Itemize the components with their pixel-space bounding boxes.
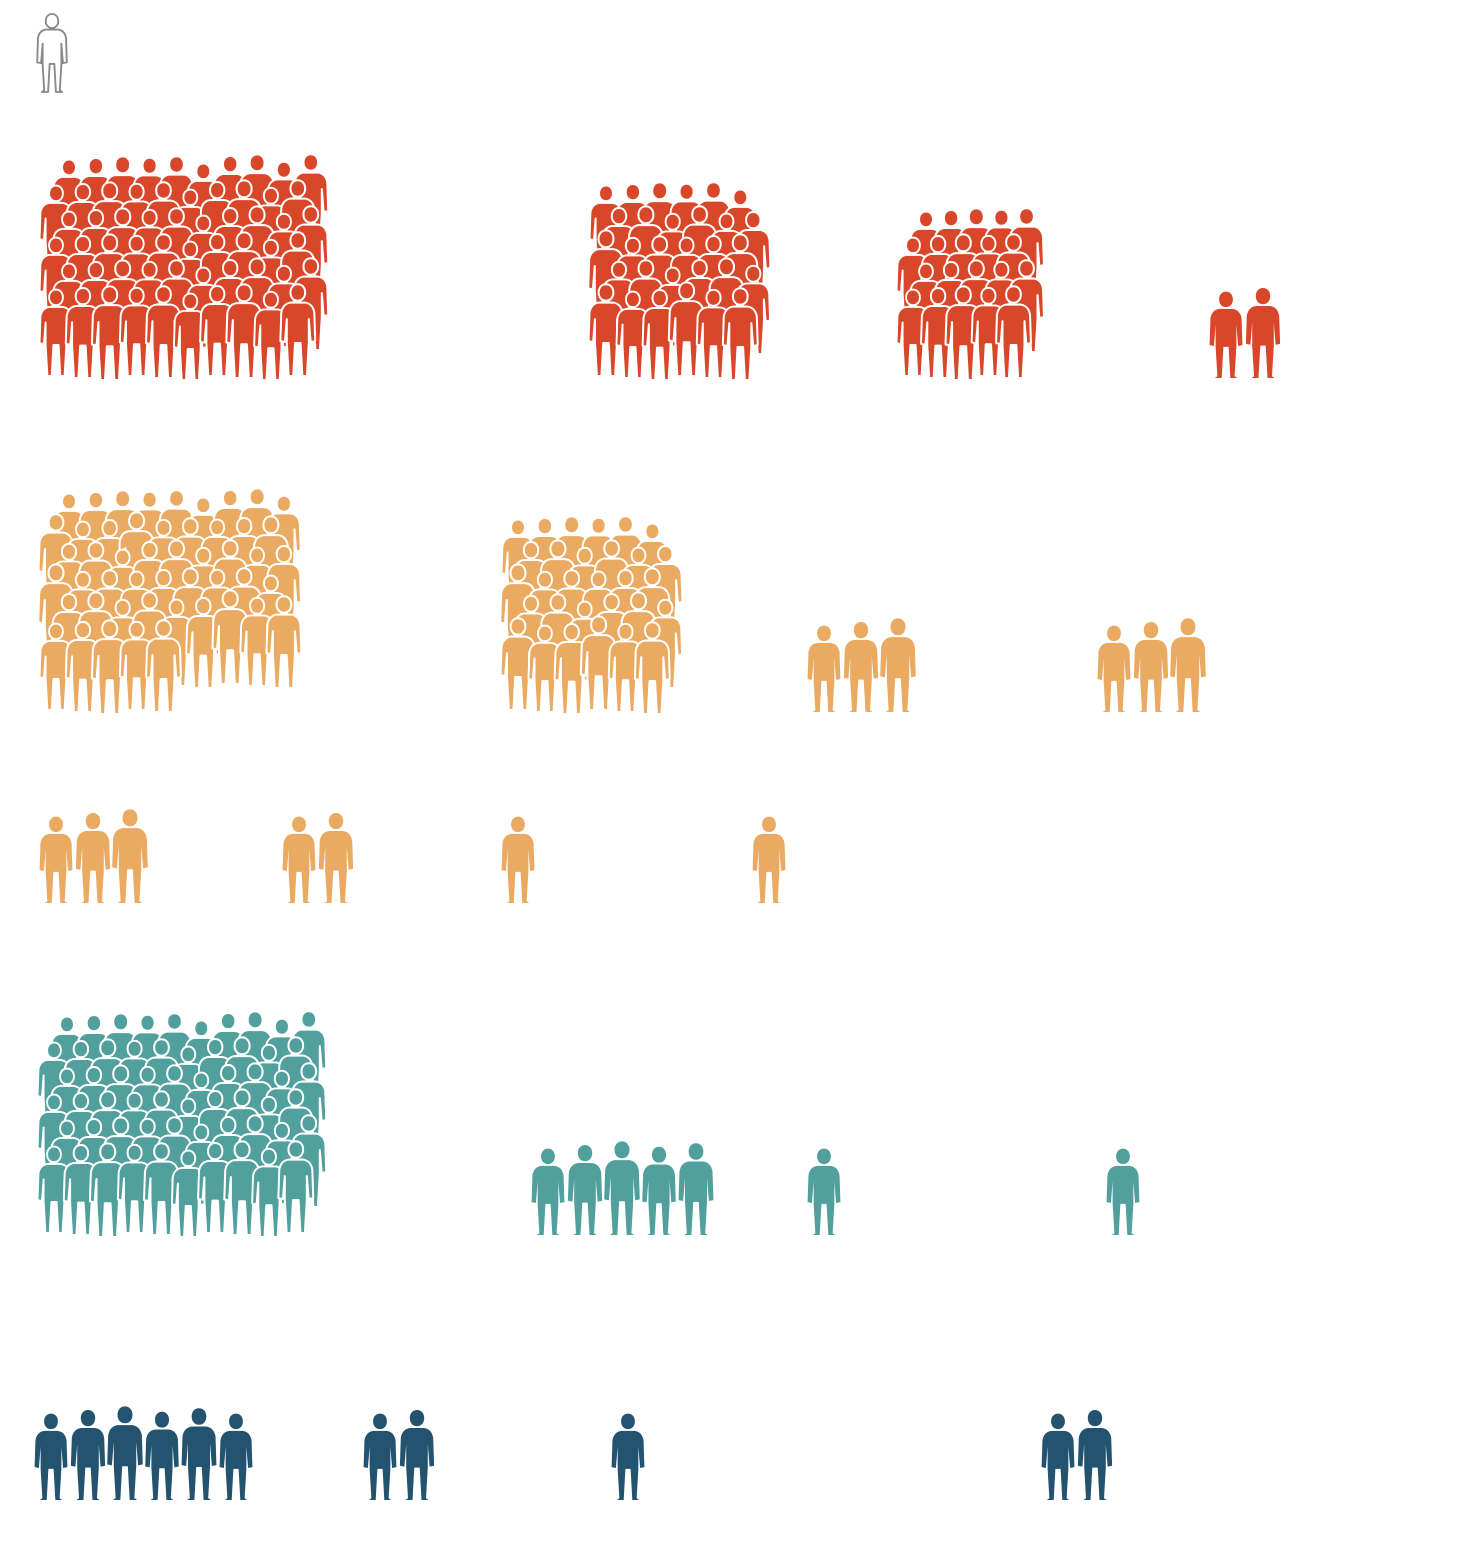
person-icon	[399, 1410, 435, 1500]
person-group-4-4	[1106, 1148, 1140, 1235]
person-group-1-3	[895, 207, 1045, 382]
person-icon	[807, 1148, 841, 1235]
pictogram-row-3	[39, 809, 786, 903]
person-group-5-4	[1041, 1410, 1113, 1500]
person-icon	[642, 1146, 676, 1235]
person-group-4-2	[531, 1141, 714, 1235]
person-icon	[70, 1410, 106, 1500]
person-icon	[112, 809, 148, 903]
person-icon	[567, 1145, 603, 1235]
pictogram-row-2	[37, 487, 1206, 716]
person-group-5-2	[363, 1410, 435, 1500]
person-icon	[1170, 618, 1206, 712]
person-group-1-2	[587, 181, 772, 382]
person-icon	[678, 1143, 714, 1235]
person-icon	[34, 1413, 68, 1500]
person-icon	[501, 816, 535, 903]
person-icon	[880, 618, 916, 712]
legend-person-outline-icon	[36, 13, 68, 93]
person-group-1-4	[1209, 288, 1281, 378]
person-icon	[145, 1411, 179, 1500]
person-group-3-2	[282, 813, 354, 903]
pictogram-row-4	[36, 1010, 1140, 1239]
person-icon	[219, 1413, 253, 1500]
person-icon	[752, 816, 786, 903]
person-group-5-3	[611, 1413, 645, 1500]
person-group-4-3	[807, 1148, 841, 1235]
person-icon	[604, 1141, 640, 1235]
person-group-2-1	[37, 487, 303, 716]
person-icon	[531, 1148, 565, 1235]
person-icon	[318, 813, 354, 903]
person-group-5-1	[34, 1406, 253, 1500]
person-group-3-3	[501, 816, 535, 903]
pictogram-rows	[34, 153, 1281, 1500]
person-icon	[843, 622, 879, 712]
person-icon	[282, 816, 316, 903]
person-icon	[107, 1406, 143, 1500]
person-group-2-2	[499, 515, 684, 716]
person-icon	[1077, 1410, 1113, 1500]
person-icon	[75, 813, 111, 903]
person-icon	[1209, 291, 1243, 378]
person-icon	[1097, 625, 1131, 712]
person-icon	[1245, 288, 1281, 378]
person-group-2-4	[1097, 618, 1206, 712]
person-icon	[807, 625, 841, 712]
pictogram-row-5	[34, 1406, 1113, 1500]
person-group-3-1	[39, 809, 148, 903]
person-group-1-1	[38, 153, 330, 382]
person-icon	[1106, 1148, 1140, 1235]
person-icon	[1133, 622, 1169, 712]
person-group-2-3	[807, 618, 916, 712]
person-icon	[363, 1413, 397, 1500]
person-icon	[39, 816, 73, 903]
person-group-3-4	[752, 816, 786, 903]
person-icon	[611, 1413, 645, 1500]
pictogram-row-1	[38, 153, 1281, 382]
person-icon	[181, 1408, 217, 1500]
person-group-4-1	[36, 1010, 328, 1239]
person-icon	[1041, 1413, 1075, 1500]
